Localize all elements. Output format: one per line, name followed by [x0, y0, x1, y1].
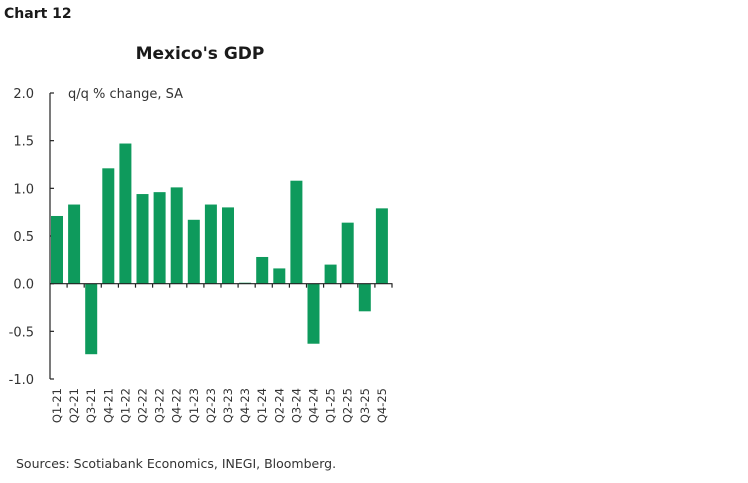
- x-tick-label: Q2-24: [272, 388, 286, 423]
- bar: [119, 143, 132, 284]
- x-tick-label: Q2-21: [67, 388, 81, 423]
- x-tick-label: Q2-25: [341, 388, 355, 423]
- x-tick-label: Q3-21: [84, 388, 98, 423]
- bar: [341, 222, 354, 284]
- x-tick-label: Q4-21: [101, 388, 115, 423]
- x-tick-label: Q3-23: [221, 388, 235, 423]
- y-tick-label: 1.0: [13, 182, 34, 197]
- y-tick-label: 1.5: [13, 135, 34, 150]
- x-tick-label: Q3-22: [153, 388, 167, 423]
- y-tick-label: -1.0: [9, 373, 34, 388]
- y-axis-label: q/q % change, SA: [68, 87, 183, 102]
- chart-title: Mexico's GDP: [135, 44, 265, 64]
- x-tick-label: Q4-22: [170, 388, 184, 423]
- x-tick-label: Q1-23: [187, 388, 201, 423]
- chart-label: Chart 12: [4, 6, 72, 22]
- x-tick-label: Q2-22: [136, 388, 150, 423]
- x-tick-label: Q3-25: [358, 388, 372, 423]
- bar: [256, 256, 269, 284]
- bar: [68, 204, 81, 284]
- source-note: Sources: Scotiabank Economics, INEGI, Bl…: [16, 456, 337, 471]
- bar: [290, 180, 303, 284]
- bar: [187, 219, 200, 284]
- bar: [358, 283, 371, 312]
- bar: [170, 187, 183, 284]
- bar: [153, 192, 166, 284]
- bar: [204, 204, 217, 284]
- y-tick-label: 0.0: [13, 278, 34, 293]
- x-tick-label: Q1-25: [324, 388, 338, 423]
- bar: [222, 207, 234, 284]
- x-tick-label: Q4-24: [307, 388, 321, 423]
- bar: [273, 268, 286, 284]
- x-tick-label: Q2-23: [204, 388, 218, 423]
- bar: [102, 168, 115, 284]
- bar: [136, 194, 149, 284]
- bar: [307, 283, 320, 344]
- bar: [85, 283, 98, 355]
- y-tick-label: 2.0: [13, 87, 34, 102]
- x-tick-label: Q4-25: [375, 388, 389, 423]
- y-tick-label: 0.5: [13, 230, 34, 245]
- bar: [375, 208, 388, 284]
- y-tick-label: -0.5: [9, 325, 34, 340]
- x-tick-label: Q1-22: [118, 388, 132, 423]
- bar: [324, 264, 337, 284]
- x-tick-label: Q1-24: [255, 388, 269, 423]
- x-tick-label: Q3-24: [289, 388, 303, 423]
- bar: [51, 215, 63, 284]
- x-tick-label: Q1-21: [50, 388, 64, 423]
- x-tick-label: Q4-23: [238, 388, 252, 423]
